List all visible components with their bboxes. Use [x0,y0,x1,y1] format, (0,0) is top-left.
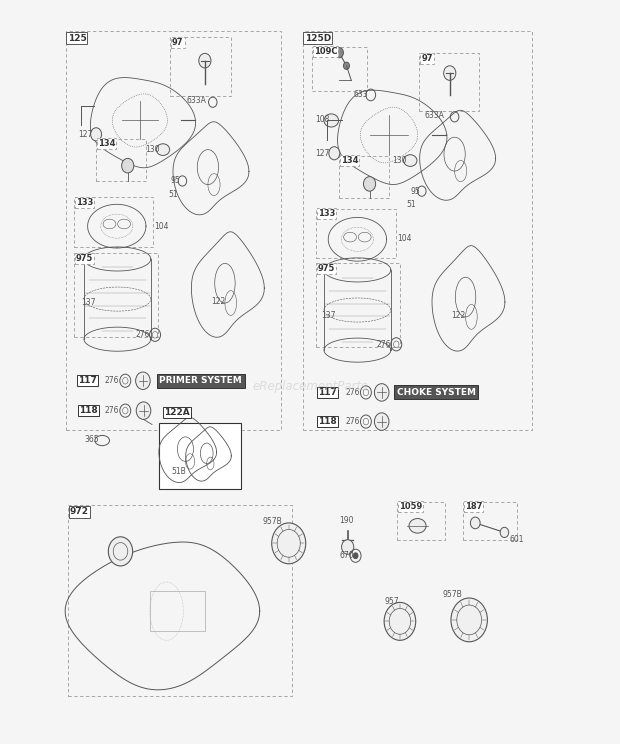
Circle shape [343,62,350,69]
Text: 97: 97 [421,54,433,63]
Ellipse shape [409,519,426,533]
Text: CHOKE SYSTEM: CHOKE SYSTEM [397,388,476,397]
Text: 276: 276 [105,406,119,415]
Bar [316,208,396,258]
Bar [159,423,241,489]
Circle shape [500,527,508,537]
Text: 122A: 122A [164,408,190,417]
Text: 187: 187 [465,502,482,511]
Circle shape [384,603,416,641]
Text: 633A: 633A [186,96,206,105]
Text: 276: 276 [345,388,360,397]
Circle shape [363,176,376,191]
Text: 276: 276 [105,376,119,385]
Circle shape [374,413,389,430]
Text: 137: 137 [321,311,335,320]
Text: 972: 972 [70,507,89,516]
Bar [74,197,153,246]
Text: 95: 95 [171,176,180,185]
Text: 117: 117 [318,388,337,397]
Circle shape [471,517,480,529]
Circle shape [329,147,340,160]
Text: 51: 51 [406,200,415,209]
Text: 601: 601 [509,535,524,544]
Text: 975: 975 [318,264,335,273]
Text: 365: 365 [84,434,99,443]
Text: PRIMER SYSTEM: PRIMER SYSTEM [159,376,242,385]
Bar [170,36,231,97]
Text: 117: 117 [78,376,97,385]
Circle shape [335,48,343,58]
Text: 276: 276 [136,330,150,339]
Circle shape [342,539,354,554]
Text: 125: 125 [68,33,86,42]
Text: 137: 137 [81,298,95,307]
Text: 276: 276 [377,340,391,349]
Circle shape [91,128,102,141]
Text: 127: 127 [315,149,329,158]
Circle shape [353,553,358,559]
Bar [303,31,533,430]
Text: 133: 133 [318,209,335,218]
Text: 633A: 633A [424,111,444,120]
Text: 633: 633 [354,91,368,100]
Text: eReplacementParts: eReplacementParts [252,380,368,393]
Bar [397,501,446,539]
Bar [316,263,400,347]
Text: 127: 127 [78,129,92,139]
Text: 118: 118 [318,417,337,426]
Text: 133: 133 [76,198,94,207]
Text: 190: 190 [339,516,353,525]
Circle shape [136,402,151,420]
Text: 1059: 1059 [399,502,422,511]
Text: 276: 276 [345,417,360,426]
Circle shape [272,523,306,564]
Text: 125D: 125D [304,33,331,42]
Text: 104: 104 [397,234,412,243]
Bar [150,591,205,631]
Circle shape [136,372,150,390]
Text: 104: 104 [154,222,169,231]
Text: 122: 122 [211,297,226,306]
Ellipse shape [324,114,339,127]
Circle shape [374,384,389,401]
Text: 134: 134 [98,139,115,148]
Circle shape [444,65,456,80]
Text: 118: 118 [79,406,98,415]
Bar [419,53,479,111]
Bar [312,47,366,91]
Circle shape [451,598,487,642]
Text: 957B: 957B [443,590,462,599]
Bar [66,31,281,430]
Ellipse shape [404,155,417,167]
Bar [68,505,292,696]
Text: 109C: 109C [314,48,337,57]
Circle shape [122,158,134,173]
Bar [96,138,146,181]
Bar [463,501,516,539]
Text: 957: 957 [385,597,399,606]
Circle shape [199,54,211,68]
Text: 957B: 957B [263,517,282,526]
Text: 122: 122 [451,311,465,321]
Text: 670: 670 [339,551,354,560]
Text: 108: 108 [315,115,329,124]
Circle shape [108,536,133,566]
Ellipse shape [156,144,170,155]
Bar [74,253,158,337]
Text: 51: 51 [169,190,178,199]
Text: 975: 975 [76,254,94,263]
Text: 134: 134 [341,156,358,165]
Text: 51B: 51B [172,466,186,475]
Text: 130: 130 [144,145,159,154]
Text: 95: 95 [410,187,420,196]
Text: 97: 97 [172,38,184,47]
Bar [339,156,389,199]
Text: 130: 130 [392,156,407,165]
